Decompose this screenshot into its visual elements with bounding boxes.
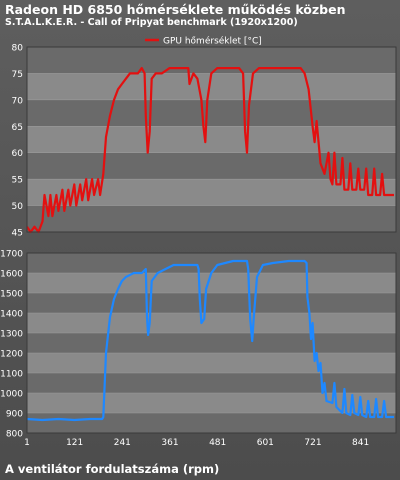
fan-speed-band	[27, 253, 396, 273]
fan-speed-ytick-label: 900	[6, 410, 23, 420]
temperature-ytick-label: 50	[12, 202, 24, 212]
chart-subtitle: S.T.A.L.K.E.R. - Call of Pripyat benchma…	[5, 17, 298, 28]
fan-speed-ytick-label: 1600	[0, 270, 23, 280]
x-tick-label: 721	[304, 438, 321, 448]
temperature-ytick-label: 60	[12, 149, 24, 159]
fan-speed-ytick-label: 1200	[0, 350, 23, 360]
temperature-series-line	[26, 66, 394, 234]
temperature-ytick-label: 65	[12, 123, 23, 133]
fan-speed-band	[27, 373, 396, 393]
x-tick-label: 121	[66, 438, 83, 448]
fan-speed-band	[27, 293, 396, 313]
fan-speed-band	[27, 353, 396, 373]
temperature-band	[27, 99, 396, 127]
temperature-band	[27, 205, 396, 232]
fan-speed-band	[27, 393, 396, 413]
temperature-ytick-label: 45	[12, 229, 23, 239]
fan-speed-band	[27, 413, 396, 433]
chart-title: Radeon HD 6850 hőmérséklete működés közb…	[5, 2, 346, 17]
fan-speed-band	[27, 273, 396, 293]
fan-speed-band	[27, 313, 396, 333]
temperature-ytick-label: 80	[12, 44, 24, 54]
fan-speed-ytick-label: 1700	[0, 250, 23, 260]
temperature-band	[27, 47, 396, 74]
x-tick-label: 601	[257, 438, 274, 448]
temperature-plot-border	[26, 46, 397, 233]
fan-speed-plot-border	[26, 252, 397, 434]
fan-speed-ytick-label: 1500	[0, 290, 23, 300]
fan-speed-ytick-label: 800	[6, 430, 23, 440]
temperature-band	[27, 126, 396, 153]
x-tick-label: 841	[352, 438, 369, 448]
fan-speed-ytick-label: 1000	[0, 390, 23, 400]
temperature-ytick-label: 70	[12, 96, 24, 106]
x-tick-label: 1	[24, 438, 30, 448]
fan-speed-ytick-label: 1400	[0, 310, 23, 320]
x-tick-label: 361	[161, 438, 178, 448]
fan-speed-series-line	[26, 259, 394, 422]
fan-speed-ytick-label: 1100	[0, 370, 23, 380]
fan-speed-band	[27, 333, 396, 353]
x-tick-label: 481	[209, 438, 226, 448]
legend-label: GPU hőmérséklet [°C]	[163, 36, 262, 47]
fan-speed-ytick-label: 1300	[0, 330, 23, 340]
temperature-ytick-label: 55	[12, 176, 23, 186]
fan-speed-caption: A ventilátor fordulatszáma (rpm)	[5, 462, 220, 476]
temperature-ytick-label: 75	[12, 70, 23, 80]
x-tick-label: 241	[114, 438, 131, 448]
